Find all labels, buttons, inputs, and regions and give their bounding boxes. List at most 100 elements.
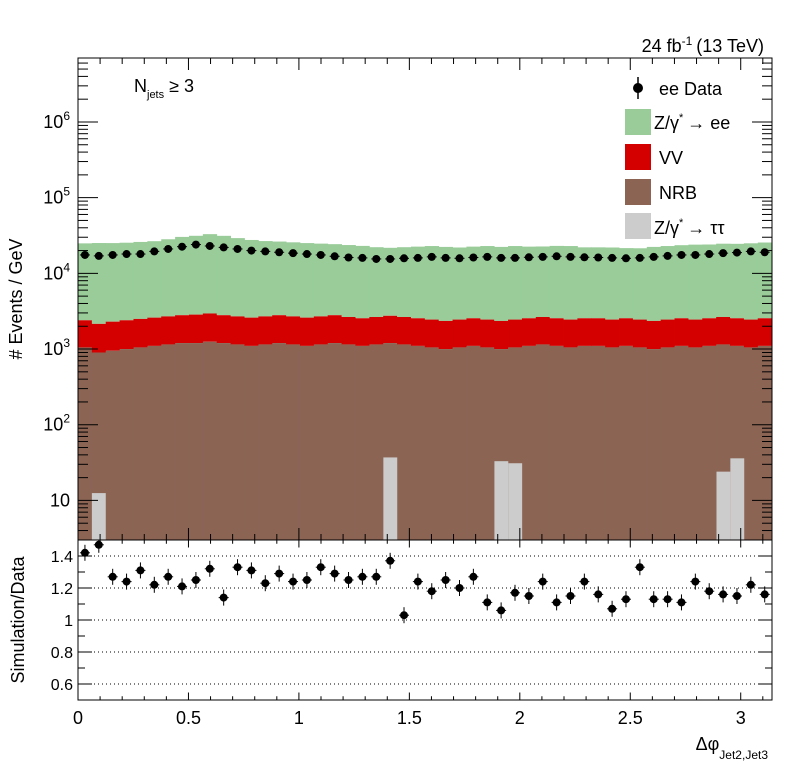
ratio-point — [483, 598, 492, 607]
bar-nrb — [591, 345, 606, 540]
ratio-point — [178, 582, 187, 591]
bar-vv — [258, 316, 273, 345]
ratio-point — [705, 587, 714, 596]
bar-nrb — [341, 344, 356, 540]
bar-nrb — [230, 344, 245, 540]
bar-nrb — [369, 344, 384, 540]
bar-vv — [688, 319, 703, 348]
bar-dy_ee — [591, 247, 606, 319]
bar-dy_ee — [660, 246, 675, 320]
ratio-y-tick-label: 0.6 — [51, 677, 73, 694]
data-point — [552, 252, 561, 261]
bar-nrb — [286, 344, 301, 540]
bar-vv — [521, 318, 537, 346]
bar-dy_ee — [133, 241, 148, 319]
data-point — [150, 247, 159, 256]
data-point — [732, 248, 741, 257]
bar-dy_ee — [147, 241, 162, 318]
bar-dy_ee — [272, 241, 287, 316]
bar-vv — [383, 315, 398, 344]
bar-nrb — [674, 345, 689, 540]
svg-text:NRB: NRB — [659, 183, 697, 203]
svg-text:Z/γ*→ ττ: Z/γ* → ττ — [654, 217, 725, 238]
data-point — [400, 254, 409, 263]
bar-nrb — [105, 350, 121, 540]
ratio-y-ticks: 0.6 0.8 1 1.2 1.4 — [51, 539, 772, 701]
ratio-point — [719, 590, 728, 599]
ratio-point — [524, 592, 533, 600]
y-tick-label: 10 — [50, 490, 70, 510]
ratio-point — [94, 540, 103, 549]
bar-nrb — [202, 341, 218, 540]
bar-nrb — [480, 347, 495, 540]
bar-vv — [410, 318, 426, 346]
main-y-ticks: 10 102 103 104 105 106 — [43, 57, 772, 541]
ratio-point — [108, 572, 117, 581]
ratio-point — [275, 569, 284, 578]
bar-vv — [438, 320, 453, 350]
data-point — [469, 253, 478, 262]
x-tick-label: 2.5 — [618, 708, 643, 728]
bar-vv — [202, 313, 218, 342]
ratio-y-tick-label: 1.4 — [51, 549, 73, 566]
ratio-y-tick-label: 0.8 — [51, 645, 73, 662]
ratio-point — [580, 577, 589, 586]
y-tick-label: 106 — [43, 109, 70, 132]
ratio-point — [677, 598, 686, 607]
ratio-point — [746, 580, 755, 589]
bar-vv — [730, 318, 745, 346]
ratio-point — [289, 577, 298, 586]
bar-vv — [605, 319, 620, 348]
y-tick-label: 103 — [43, 336, 70, 359]
bar-dy_ee — [202, 234, 218, 314]
bar-vv — [424, 319, 440, 348]
main-panel: 10 102 103 104 105 106 24 fb-1 (13 TeV) Njets ≥… — [6, 34, 773, 541]
bar-dy_ee — [716, 243, 731, 318]
x-axis-label: ΔφJet2,Jet3 — [696, 734, 769, 762]
bar-dy_ee — [535, 246, 551, 318]
bar-nrb — [702, 345, 717, 540]
bar-vv — [369, 317, 384, 345]
main-x-ticks — [77, 58, 764, 540]
data-point — [455, 254, 464, 263]
data-point — [677, 250, 686, 259]
bar-dy_ee — [286, 242, 301, 317]
ratio-point — [760, 590, 769, 599]
bar-vv — [480, 319, 495, 348]
y-tick-label: 104 — [43, 260, 70, 283]
bar-dy_ee — [466, 246, 481, 319]
ratio-point — [344, 576, 353, 584]
ratio-y-tick-label: 1.2 — [51, 581, 73, 598]
legend-item-nrb: NRB — [625, 179, 697, 205]
njets-annotation: Njets ≥ 3 — [134, 76, 194, 101]
bar-nrb — [299, 345, 315, 540]
bar-dy_ee — [383, 247, 398, 316]
ratio-x-ticks: 0 0.5 1 1.5 2 2.5 3 — [73, 540, 764, 728]
data-point — [247, 246, 256, 255]
data-point — [344, 253, 353, 262]
bar-dy_ee — [480, 246, 495, 320]
bar-vv — [119, 320, 134, 350]
x-tick-label: 1 — [294, 708, 304, 728]
bar-dy_ee — [161, 239, 176, 317]
bar-vv — [577, 318, 592, 346]
ratio-point — [621, 595, 630, 604]
lumi-label: 24 fb-1 (13 TeV) — [642, 34, 764, 56]
bar-vv — [341, 317, 356, 345]
bar-dy_ee — [632, 248, 648, 320]
data-points — [79, 240, 770, 263]
bar-vv — [216, 315, 232, 344]
ratio-point — [80, 548, 89, 557]
bar-vv — [299, 317, 315, 346]
ratio-point — [205, 564, 214, 573]
ratio-point — [608, 604, 617, 613]
x-tick-label: 0.5 — [176, 708, 201, 728]
bar-vv — [147, 317, 162, 346]
bar-nrb — [563, 347, 578, 540]
bar-dy_ee — [688, 244, 703, 320]
ratio-point — [552, 598, 561, 607]
ratio-point — [219, 593, 228, 602]
data-point — [663, 251, 672, 260]
bar-dy_ee — [327, 244, 342, 316]
ratio-point — [358, 572, 367, 581]
